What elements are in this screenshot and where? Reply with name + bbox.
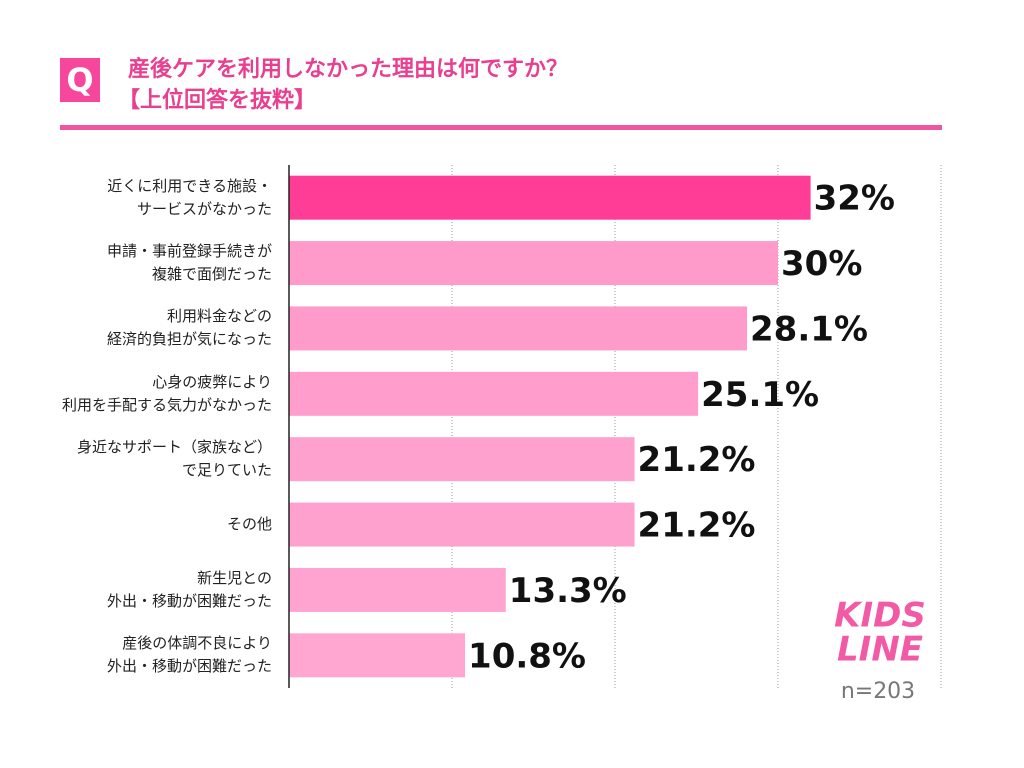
logo: LINE	[837, 630, 923, 670]
category-label: 心身の疲弊により 利用を手配する気力がなかった	[61, 372, 272, 414]
logo: KIDS	[834, 596, 926, 636]
value-label: 28.1%	[750, 309, 868, 349]
category-label: 身近なサポート（家族など） で足りていた	[76, 438, 272, 480]
bar	[289, 241, 778, 286]
category-label: 新生児との 外出・移動が困難だった	[106, 568, 272, 610]
value-label: 30%	[781, 244, 862, 284]
category-label: 申請・事前登録手続きが 複雑で面倒だった	[106, 242, 272, 284]
value-label: 10.8%	[468, 636, 586, 676]
category-label: 近くに利用できる施設・ サービスがなかった	[107, 176, 272, 218]
category-label: 利用料金などの 経済的負担が気になった	[106, 307, 272, 349]
bar	[289, 502, 635, 547]
bar	[289, 371, 699, 416]
value-label: 32%	[814, 179, 895, 219]
value-label: 25.1%	[701, 375, 819, 415]
header-rule	[60, 125, 942, 130]
chart-title: 産後ケアを利用しなかった理由は何ですか？	[128, 56, 568, 82]
value-label: 21.2%	[638, 506, 756, 546]
category-label: その他	[226, 515, 272, 534]
bar	[289, 567, 506, 612]
category-label: 産後の体調不良により 外出・移動が困難だった	[106, 634, 272, 676]
chart-subtitle: 【上位回答を抜粋】	[118, 87, 316, 113]
bar	[289, 175, 811, 220]
value-label: 13.3%	[509, 571, 627, 611]
value-label: 21.2%	[638, 440, 756, 480]
bar	[289, 437, 635, 482]
bar	[289, 306, 748, 351]
sample-size: n=203	[841, 679, 915, 704]
badge: Q	[66, 61, 93, 99]
bar	[289, 633, 466, 678]
badge-box	[60, 58, 100, 102]
